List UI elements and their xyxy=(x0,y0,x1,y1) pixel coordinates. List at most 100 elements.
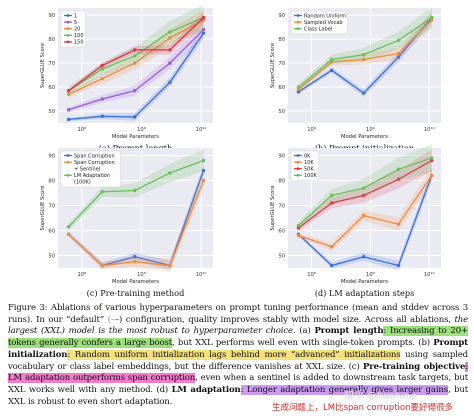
data-point xyxy=(329,57,334,62)
x-tick-label: 10¹⁰ xyxy=(196,272,207,278)
x-tick-label: 10⁸ xyxy=(78,272,87,278)
legend-label: 1 xyxy=(74,13,77,19)
legend-marker xyxy=(66,40,70,44)
legend-marker xyxy=(296,167,300,171)
legend-marker xyxy=(66,27,70,31)
data-point xyxy=(132,48,137,52)
y-tick-label: 70 xyxy=(48,61,55,67)
legend-marker xyxy=(296,27,300,31)
legend-label: (100K) xyxy=(74,180,91,186)
data-point xyxy=(396,51,401,56)
data-point xyxy=(201,158,206,163)
data-point xyxy=(429,158,434,163)
y-tick-label: 90 xyxy=(278,154,285,160)
data-point xyxy=(168,171,172,175)
data-point xyxy=(296,90,301,94)
overlay-annotation: 生成问题上，LM比span corruption要好得很多 xyxy=(272,403,453,413)
data-point xyxy=(429,18,434,22)
legend-marker xyxy=(296,160,300,164)
data-point xyxy=(362,213,366,218)
legend-box xyxy=(60,150,121,188)
legend-label: Class Label xyxy=(304,27,332,33)
data-point xyxy=(296,223,301,228)
data-point xyxy=(66,108,71,112)
caption-d-highlight: : Longer adaptation generally gives larg… xyxy=(240,384,449,395)
data-point xyxy=(362,57,366,62)
legend-label: 20 xyxy=(74,27,80,33)
y-tick-label: 50 xyxy=(48,254,55,260)
x-tick-label: 10¹⁰ xyxy=(196,127,207,133)
data-point xyxy=(66,232,71,236)
data-point xyxy=(66,225,71,229)
caption-c-rest: , even when a sentinel is added to downs… xyxy=(8,373,468,395)
data-point xyxy=(396,167,401,171)
data-point xyxy=(362,255,366,259)
caption-b-highlight: : Random uniform initialization lags beh… xyxy=(67,349,401,360)
data-point xyxy=(362,193,366,198)
caption-d-rest: , but XXL is robust to even short adapta… xyxy=(8,384,468,407)
data-point xyxy=(396,222,401,226)
y-tick-label: 70 xyxy=(48,204,55,210)
x-tick-label: 10⁸ xyxy=(307,127,316,133)
data-point xyxy=(132,260,137,264)
data-point xyxy=(168,61,172,65)
data-point xyxy=(66,117,71,122)
data-point xyxy=(100,76,104,81)
legend-label: 5 xyxy=(74,20,77,26)
data-point xyxy=(66,88,71,93)
legend-label: Span Corruption xyxy=(74,160,115,166)
legend-box xyxy=(290,10,348,34)
data-point xyxy=(296,85,301,89)
data-point xyxy=(329,201,334,205)
legend-marker xyxy=(296,20,300,24)
data-point xyxy=(201,168,206,173)
legend-label: 150 xyxy=(74,40,84,46)
y-tick-label: 50 xyxy=(278,254,285,260)
x-tick-label: 10⁸ xyxy=(78,127,87,133)
legend-label: LM Adaptation xyxy=(74,173,110,179)
y-tick-label: 60 xyxy=(48,85,55,91)
legend-label: Span Corruption xyxy=(74,153,115,159)
x-axis-label: Model Parameters xyxy=(341,134,388,140)
data-point xyxy=(132,88,137,93)
chart-panel-a: 50 60 70 80 90 10⁸ 10⁹ 10¹⁰ Model Parameters Supe… xyxy=(40,4,213,153)
y-tick-label: 60 xyxy=(278,85,285,91)
y-axis-label: SuperGLUE Score xyxy=(270,185,276,230)
legend-marker xyxy=(66,20,70,24)
caption-d-title: LM adaptation xyxy=(171,384,241,395)
data-point xyxy=(100,63,104,68)
x-tick-label: 10⁸ xyxy=(307,272,316,278)
y-tick-label: 70 xyxy=(278,61,285,67)
data-point xyxy=(100,263,104,268)
data-point xyxy=(296,226,301,230)
legend-label: 100K xyxy=(304,173,318,179)
chart-panel-d: 50 60 70 80 90 10⁸ 10⁹ 10¹⁰ Model Parameters Supe… xyxy=(270,144,441,298)
data-point xyxy=(201,31,206,35)
data-point xyxy=(168,48,172,52)
data-point xyxy=(168,30,172,34)
x-tick-label: 10¹⁰ xyxy=(424,272,435,278)
data-point xyxy=(201,15,206,20)
data-point xyxy=(362,53,366,57)
legend-label: 10K xyxy=(304,160,314,166)
y-tick-label: 80 xyxy=(278,37,285,43)
data-point xyxy=(362,91,366,95)
data-point xyxy=(396,177,401,181)
caption-default-word: default xyxy=(70,314,100,325)
data-point xyxy=(329,193,334,198)
y-tick-label: 80 xyxy=(48,37,55,43)
data-point xyxy=(396,263,401,268)
y-axis-label: SuperGLUE Score xyxy=(40,43,46,88)
x-tick-label: 10⁹ xyxy=(366,127,375,133)
legend-marker xyxy=(66,160,70,164)
x-axis-label: Model Parameters xyxy=(112,134,159,140)
data-point xyxy=(168,80,172,84)
figure-grid: 50 60 70 80 90 10⁸ 10⁹ 10¹⁰ Model Parameters Supe… xyxy=(40,4,441,298)
x-tick-label: 10¹⁰ xyxy=(424,127,435,133)
data-point xyxy=(201,178,206,183)
series-band xyxy=(298,167,432,251)
caption-intro: Figure 3: Ablations of various hyperpara… xyxy=(8,303,468,325)
data-point xyxy=(429,173,434,178)
legend-label: Sampled Vocab xyxy=(304,20,343,26)
